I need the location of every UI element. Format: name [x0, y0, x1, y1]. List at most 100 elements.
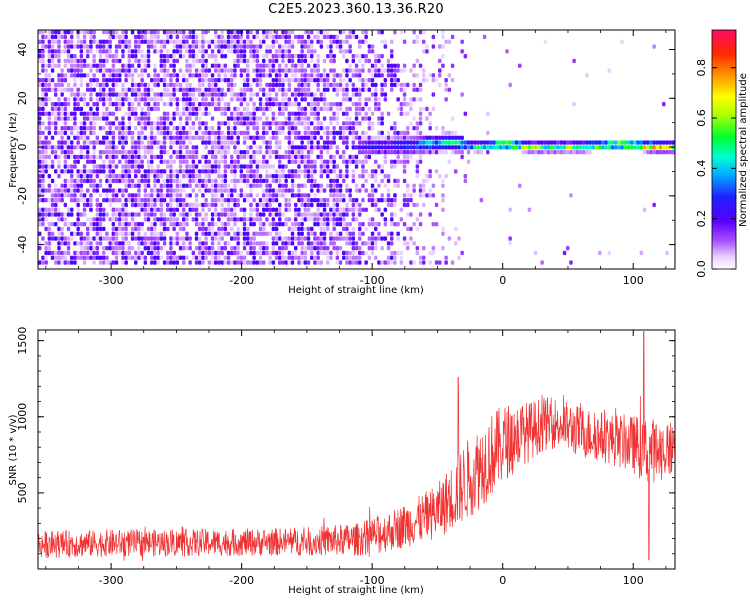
heatmap-cell: [242, 198, 247, 203]
heatmap-cell: [146, 140, 151, 145]
heatmap-cell: [306, 30, 311, 35]
heatmap-cell: [300, 193, 304, 198]
heatmap-cell: [495, 140, 500, 145]
heatmap-cell: [156, 82, 160, 88]
heatmap-cell: [358, 207, 362, 212]
heatmap-cell: [252, 198, 256, 203]
heatmap-cell: [207, 222, 212, 227]
heatmap-cell: [98, 222, 103, 227]
heatmap-cell: [169, 255, 173, 260]
colorbar-tick-label: 0.0: [695, 260, 708, 278]
heatmap-cell: [233, 198, 237, 203]
heatmap-cell: [262, 121, 266, 126]
heatmap-cell: [335, 250, 340, 256]
heatmap-cell: [146, 54, 151, 59]
heatmap-cell: [313, 178, 317, 184]
heatmap-cell: [124, 174, 128, 179]
heatmap-cell: [198, 250, 202, 256]
heatmap-cell: [271, 121, 276, 126]
heatmap-cell: [92, 255, 96, 260]
heatmap-cell: [201, 250, 205, 256]
heatmap-cell: [143, 207, 148, 212]
heatmap-cell: [246, 68, 250, 73]
heatmap-cell: [57, 207, 61, 212]
heatmap-cell: [246, 164, 250, 169]
heatmap-cell: [111, 34, 116, 40]
heatmap-cell: [258, 260, 263, 265]
heatmap-cell: [60, 111, 64, 116]
heatmap-cell: [450, 140, 455, 145]
heatmap-cell: [364, 207, 368, 212]
heatmap-cell: [306, 145, 311, 150]
heatmap-cell: [143, 126, 148, 131]
heatmap-cell: [121, 54, 125, 59]
heatmap-cell: [367, 58, 372, 64]
heatmap-cell: [406, 246, 410, 251]
heatmap-cell: [102, 255, 106, 260]
heatmap-cell: [86, 226, 90, 232]
heatmap-cell: [374, 135, 378, 140]
heatmap-cell: [374, 226, 378, 232]
heatmap-cell: [418, 87, 423, 92]
heatmap-cell: [585, 145, 589, 150]
heatmap-cell: [265, 121, 269, 126]
heatmap-cell: [460, 140, 464, 145]
heatmap-cell: [41, 150, 45, 155]
heatmap-cell: [121, 145, 125, 150]
heatmap-cell: [281, 102, 285, 107]
heatmap-cell: [50, 78, 55, 83]
chart-title: C2E5.2023.360.13.36.R20: [268, 2, 444, 17]
heatmap-cell: [399, 111, 404, 116]
heatmap-cell: [361, 150, 365, 155]
heatmap-cell: [316, 154, 320, 160]
heatmap-cell: [265, 164, 269, 169]
heatmap-cell: [374, 222, 378, 227]
heatmap-cell: [342, 193, 346, 198]
heatmap-cell: [114, 106, 119, 112]
heatmap-cell: [143, 217, 148, 222]
heatmap-cell: [351, 145, 356, 150]
heatmap-cell: [124, 207, 128, 212]
heatmap-cell: [54, 116, 58, 121]
heatmap-cell: [220, 140, 224, 145]
heatmap-cell: [342, 222, 346, 227]
heatmap-cell: [150, 236, 154, 241]
heatmap-cell: [316, 34, 320, 40]
heatmap-cell: [127, 63, 132, 68]
heatmap-cell: [428, 260, 432, 265]
heatmap-cell: [198, 241, 202, 246]
heatmap-cell: [562, 250, 567, 256]
heatmap-cell: [271, 54, 276, 59]
heatmap-cell: [537, 150, 541, 155]
heatmap-cell: [140, 154, 144, 160]
heatmap-cell: [543, 140, 548, 145]
heatmap-cell: [172, 241, 176, 246]
heatmap-cell: [121, 154, 125, 160]
heatmap-cell: [303, 217, 308, 222]
heatmap-cell: [166, 193, 170, 198]
heatmap-cell: [431, 193, 436, 198]
heatmap-cell: [354, 255, 359, 260]
heatmap-cell: [188, 202, 192, 208]
heatmap-cell: [226, 34, 231, 40]
heatmap-cell: [402, 198, 407, 203]
heatmap-cell: [265, 63, 269, 68]
heatmap-cell: [297, 54, 301, 59]
heatmap-cell: [130, 183, 135, 188]
heatmap-cell: [572, 145, 576, 150]
heatmap-cell: [73, 92, 77, 97]
heatmap-cell: [415, 126, 420, 131]
heatmap-cell: [271, 34, 276, 40]
heatmap-cell: [38, 49, 42, 54]
heatmap-cell: [233, 130, 237, 136]
heatmap-cell: [364, 154, 368, 160]
heatmap-cell: [146, 63, 151, 68]
heatmap-cell: [185, 246, 189, 251]
heatmap-cell: [310, 145, 314, 150]
heatmap-cell: [159, 198, 164, 203]
heatmap-cell: [38, 231, 42, 236]
heatmap-cell: [591, 140, 596, 145]
heatmap-cell: [217, 250, 221, 256]
heatmap-cell: [300, 73, 304, 78]
heatmap-cell: [252, 231, 256, 236]
